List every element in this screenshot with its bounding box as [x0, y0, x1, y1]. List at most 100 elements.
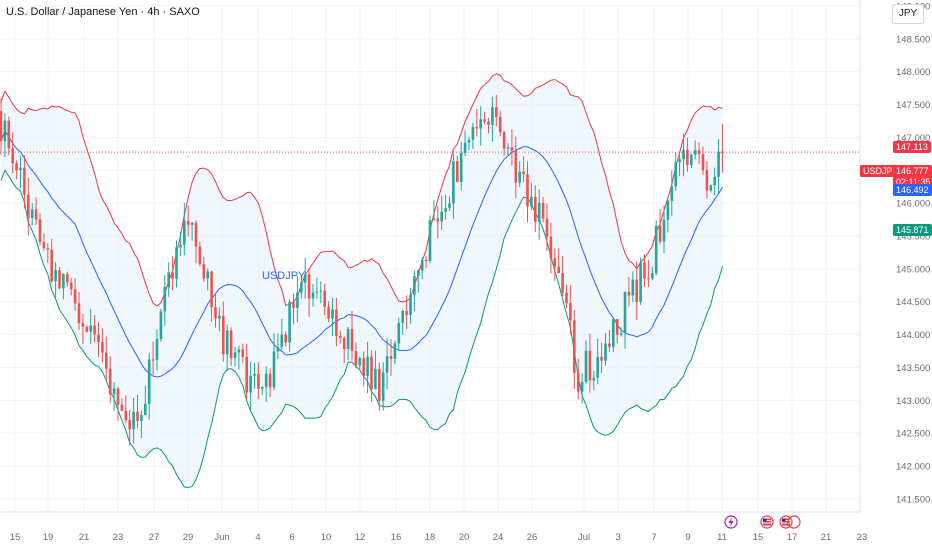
candle-body: [424, 259, 428, 261]
price-tick-label: 147.500: [896, 100, 930, 111]
time-tick-label: 27: [149, 532, 160, 543]
candle-body: [549, 236, 553, 259]
event-markers: [724, 515, 801, 529]
time-tick-label: 6: [289, 532, 294, 543]
candle-body: [541, 202, 545, 219]
candle-body: [73, 289, 77, 304]
candle-body: [569, 303, 572, 321]
candle-body: [229, 330, 233, 359]
candle-body: [417, 270, 420, 277]
candle-body: [651, 273, 654, 279]
candle-body: [210, 271, 213, 308]
candle-body: [77, 303, 81, 324]
middle-band-tag: 146.492: [893, 184, 932, 196]
candle-body: [522, 171, 525, 175]
candle-body: [565, 292, 568, 304]
candle-body: [163, 286, 167, 312]
candle-body: [573, 320, 576, 373]
candle-body: [7, 120, 11, 149]
candle-body: [658, 225, 662, 242]
candle-body: [300, 282, 303, 293]
bolt-event-icon[interactable]: [724, 515, 738, 529]
price-tick-label: 143.000: [896, 396, 930, 407]
candle-body: [3, 120, 7, 142]
candle-body: [237, 349, 241, 353]
price-tick-label: 142.000: [896, 462, 930, 473]
time-tick-label: 21: [79, 532, 90, 543]
candle-body: [487, 121, 490, 125]
time-tick-label: 20: [459, 532, 470, 543]
candle-body: [97, 334, 100, 342]
candle-body: [93, 325, 96, 335]
candle-body: [713, 176, 716, 186]
candle-body: [11, 148, 14, 164]
candle-body: [128, 420, 131, 430]
time-tick-label: 12: [355, 532, 366, 543]
series-label: USDJPY: [262, 270, 306, 282]
candle-body: [526, 174, 529, 207]
candle-body: [136, 411, 139, 421]
lower-band-line: [0, 169, 723, 489]
candle-body: [335, 309, 338, 337]
candle-body: [116, 388, 120, 405]
candles: [0, 94, 724, 446]
candle-body: [85, 326, 89, 332]
candle-body: [132, 411, 135, 430]
candle-body: [233, 352, 237, 359]
time-tick-label: 26: [527, 532, 538, 543]
candle-body: [202, 264, 206, 279]
candle-body: [354, 351, 358, 366]
candle-body: [378, 369, 381, 401]
candle-body: [448, 203, 451, 209]
candle-body: [288, 301, 291, 343]
time-tick-label: 29: [183, 532, 194, 543]
time-tick-label: 21: [821, 532, 832, 543]
candle-body: [615, 319, 619, 335]
chart-title: U.S. Dollar / Japanese Yen · 4h · SAXO: [6, 6, 200, 18]
candle-body: [245, 356, 248, 393]
candle-body: [506, 147, 510, 149]
candle-body: [381, 372, 385, 401]
candle-body: [81, 323, 85, 327]
candle-body: [612, 319, 615, 348]
candle-body: [639, 262, 642, 302]
candle-body: [456, 161, 459, 183]
candle-body: [190, 222, 194, 225]
candle-body: [553, 258, 557, 267]
candle-body: [459, 153, 463, 183]
candle-body: [452, 161, 455, 204]
candle-body: [690, 154, 693, 166]
price-axis[interactable]: 141.500 142.000 142.500 143.000 143.500 144.0…: [896, 2, 930, 506]
time-tick-label: 9: [685, 532, 690, 543]
price-tick-label: 146.000: [896, 199, 930, 210]
price-tick-label: 143.500: [896, 363, 930, 374]
price-tick-label: 148.500: [896, 34, 930, 45]
candle-body: [495, 107, 498, 118]
bollinger-band-fill: [1, 73, 723, 488]
candle-body: [619, 333, 623, 335]
us-flag-event-icon[interactable]: [760, 515, 774, 529]
candle-body: [112, 388, 116, 395]
candle-body: [261, 387, 264, 389]
price-tick-label: 144.000: [896, 330, 930, 341]
candle-body: [151, 359, 155, 361]
candle-body: [140, 414, 143, 421]
candle-body: [66, 274, 69, 283]
candle-body: [717, 151, 720, 177]
price-tick-label: 148.000: [896, 67, 930, 78]
candle-body: [584, 350, 588, 382]
candle-body: [15, 163, 18, 171]
time-axis[interactable]: 15 19 21 23 27 29 Jun 4 6 10 12 16 18 20 24 26 Jul 3 7 9 11 1…: [10, 532, 868, 543]
candle-body: [366, 356, 369, 376]
candle-body: [198, 246, 202, 265]
time-tick-label: 18: [425, 532, 436, 543]
candle-body: [124, 410, 128, 421]
candle-body: [69, 282, 73, 290]
last-price-tag: 146.777: [893, 165, 932, 177]
candle-body: [697, 150, 701, 155]
currency-button[interactable]: JPY: [892, 4, 924, 24]
candle-body: [678, 159, 681, 163]
time-tick-label: 7: [651, 532, 656, 543]
